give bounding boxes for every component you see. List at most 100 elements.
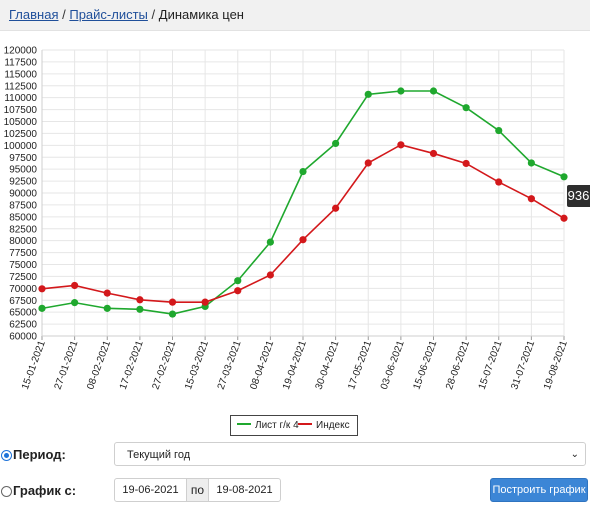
breadcrumb-current: Динамика цен <box>158 7 244 22</box>
breadcrumb-price-lists-link[interactable]: Прайс-листы <box>69 7 148 22</box>
x-tick-label: 27-03-2021 <box>216 339 244 391</box>
x-tick-label: 15-06-2021 <box>411 339 439 391</box>
y-tick-label: 67500 <box>9 296 37 307</box>
build-chart-button[interactable]: Построить график <box>490 478 588 502</box>
graph-range-radio[interactable] <box>1 486 12 497</box>
y-tick-label: 92500 <box>9 177 37 188</box>
x-tick-label: 08-04-2021 <box>248 339 276 391</box>
y-tick-label: 87500 <box>9 200 37 211</box>
y-tick-label: 95000 <box>9 165 37 176</box>
y-tick-label: 77500 <box>9 248 37 259</box>
data-point-series-2 <box>560 214 568 222</box>
data-point-series-2 <box>168 298 177 306</box>
period-select-value: Текущий год <box>127 449 191 461</box>
data-point-series-1 <box>299 167 307 176</box>
data-point-series-1 <box>495 126 503 135</box>
breadcrumb-separator: / <box>151 7 156 22</box>
data-point-series-2 <box>527 195 535 203</box>
period-select[interactable]: Текущий год ⌄ <box>114 442 586 466</box>
x-tick-label: 15-01-2021 <box>20 339 48 391</box>
x-tick-label: 27-01-2021 <box>53 339 81 391</box>
breadcrumb-separator: / <box>62 7 66 22</box>
y-tick-label: 120000 <box>4 46 38 57</box>
y-tick-label: 110000 <box>4 93 37 104</box>
data-point-series-1 <box>71 299 79 307</box>
data-point-series-1 <box>462 104 470 112</box>
data-point-series-1 <box>527 159 535 167</box>
data-point-series-1 <box>168 310 177 318</box>
period-radio[interactable] <box>1 450 12 461</box>
legend-item-series1[interactable]: Лист г/к 4 <box>237 420 299 431</box>
y-tick-label: 105000 <box>4 117 38 128</box>
data-point-series-1 <box>266 238 274 246</box>
data-point-series-2 <box>38 285 46 293</box>
chevron-down-icon: ⌄ <box>570 449 579 460</box>
po-label: по <box>186 478 209 502</box>
graph-range-row: График с: 19-06-2021 по 19-08-2021 Постр… <box>0 477 590 503</box>
data-point-series-1 <box>429 87 438 95</box>
x-tick-label: 27-02-2021 <box>150 339 178 391</box>
y-tick-label: 60000 <box>9 332 37 343</box>
x-tick-label: 19-08-2021 <box>542 339 570 391</box>
legend-swatch-series1 <box>237 423 251 426</box>
data-point-series-2 <box>201 298 209 306</box>
breadcrumb: Главная / Прайс-листы / Динамика цен <box>9 7 244 22</box>
data-point-series-2 <box>397 141 405 149</box>
breadcrumb-home-link[interactable]: Главная <box>9 7 59 22</box>
x-tick-label: 03-06-2021 <box>379 339 407 391</box>
data-point-series-2 <box>136 296 144 304</box>
y-tick-label: 70000 <box>9 284 37 295</box>
period-row: Период: Текущий год ⌄ <box>0 442 590 468</box>
x-tick-label: 17-02-2021 <box>118 339 146 391</box>
data-point-series-1 <box>560 173 568 181</box>
y-tick-label: 112500 <box>4 81 37 92</box>
x-tick-label: 15-07-2021 <box>477 339 505 391</box>
data-point-series-2 <box>266 271 274 279</box>
x-tick-label: 19-04-2021 <box>281 339 309 391</box>
y-tick-label: 75000 <box>9 260 37 271</box>
x-tick-label: 31-07-2021 <box>509 339 537 391</box>
chart-legend: Лист г/к 4 Индекс <box>230 415 358 436</box>
data-point-series-1 <box>397 87 405 95</box>
y-tick-label: 102500 <box>4 129 38 140</box>
y-tick-label: 85000 <box>9 212 37 223</box>
y-tick-label: 90000 <box>9 189 37 200</box>
hover-tooltip: 936 <box>567 185 590 207</box>
data-point-series-1 <box>38 304 46 312</box>
data-point-series-2 <box>103 289 111 297</box>
x-tick-label: 30-04-2021 <box>314 339 342 391</box>
y-tick-label: 65000 <box>9 308 37 319</box>
y-tick-label: 115000 <box>4 69 37 80</box>
data-point-series-1 <box>136 305 144 313</box>
y-tick-label: 97500 <box>9 153 37 164</box>
data-point-series-2 <box>462 159 470 168</box>
y-tick-label: 107500 <box>4 105 38 116</box>
y-tick-label: 72500 <box>9 272 37 283</box>
data-point-series-1 <box>364 90 372 98</box>
data-point-series-2 <box>364 159 372 167</box>
data-point-series-2 <box>71 281 79 290</box>
data-point-series-2 <box>332 204 340 212</box>
y-tick-label: 62500 <box>9 320 37 331</box>
x-tick-label: 28-06-2021 <box>444 339 472 391</box>
data-point-series-1 <box>234 277 242 285</box>
data-point-series-2 <box>429 149 438 158</box>
data-point-series-2 <box>495 178 503 186</box>
x-tick-label: 15-03-2021 <box>183 339 211 391</box>
legend-label-series1: Лист г/к 4 <box>255 420 299 431</box>
y-tick-label: 82500 <box>9 224 37 235</box>
legend-swatch-series2 <box>298 423 312 426</box>
price-chart: 1200001175001150001125001100001075001050… <box>4 46 570 392</box>
legend-label-series2: Индекс <box>316 420 350 431</box>
data-point-series-2 <box>299 236 307 244</box>
data-point-series-1 <box>332 139 340 148</box>
breadcrumb-bar: Главная / Прайс-листы / Динамика цен <box>0 0 590 31</box>
legend-item-series2[interactable]: Индекс <box>298 420 350 431</box>
period-label: Период: <box>13 447 66 462</box>
x-tick-label: 08-02-2021 <box>85 339 113 391</box>
date-from-field[interactable]: 19-06-2021 <box>114 478 187 502</box>
data-point-series-1 <box>103 304 111 312</box>
date-to-field[interactable]: 19-08-2021 <box>208 478 281 502</box>
y-tick-label: 117500 <box>4 57 37 68</box>
y-tick-label: 100000 <box>4 141 38 152</box>
